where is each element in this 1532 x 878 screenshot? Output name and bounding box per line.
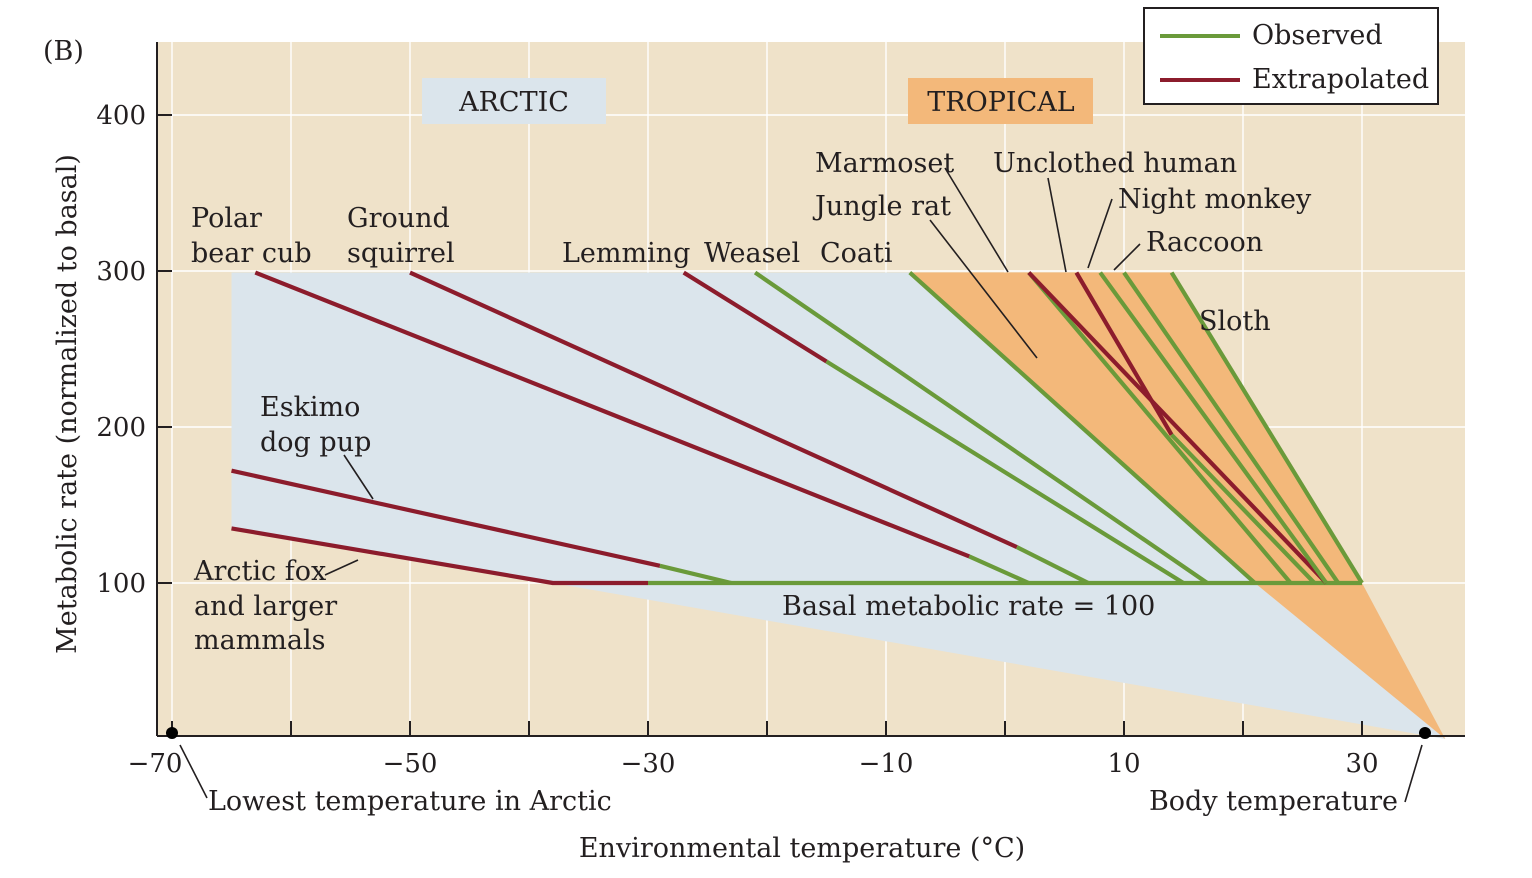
- series-label-arctic-fox-line3: mammals: [194, 625, 326, 656]
- series-polar-bear-cub-observed-1: [968, 554, 1030, 585]
- y-tick-label-300: 300: [96, 257, 146, 287]
- series-weasel-observed-0: [753, 270, 1209, 585]
- series-label-eskimo-dog-pup-line1: Eskimo: [260, 392, 360, 423]
- y-tick-label-400: 400: [96, 101, 146, 131]
- series-ground-squirrel-extrapolated-0: [409, 270, 1018, 550]
- legend-box: [1143, 7, 1439, 105]
- x-tick-label--30: −30: [621, 749, 676, 779]
- leader-raccoon: [1113, 243, 1141, 271]
- series-lemming-extrapolated-0: [682, 270, 828, 364]
- leader-eskimo-dog-pup: [343, 454, 374, 500]
- body-temperature-point: [1419, 727, 1431, 739]
- series-label-arctic-fox-line2: and larger: [194, 591, 337, 622]
- series-ground-squirrel-observed-1: [1015, 545, 1090, 585]
- lowest-temperature-label: Lowest temperature in Arctic: [208, 786, 612, 817]
- series-label-coati: Coati: [820, 238, 893, 269]
- lowest-temperature-point: [166, 727, 178, 739]
- leader-lines: [324, 167, 1141, 576]
- legend-label-observed: Observed: [1252, 20, 1383, 51]
- x-tick-label-30: 30: [1345, 749, 1378, 779]
- arctic-label: ARCTIC: [458, 87, 569, 118]
- tropical-region-cone: [1254, 583, 1446, 739]
- series-label-unclothed-human: Unclothed human: [993, 148, 1237, 179]
- series-unclothed-human-extrapolated-0: [1074, 271, 1174, 436]
- tropical-label-box: [908, 78, 1093, 124]
- leader-unclothed-human: [1047, 177, 1067, 273]
- leader-arctic-fox: [324, 559, 359, 576]
- series-unclothed-human-observed-1: [1170, 433, 1316, 585]
- x-ticks: −70 −50 −30 −10 10 30: [128, 721, 1379, 779]
- series-label-jungle-rat: Jungle rat: [812, 191, 951, 222]
- series-polar-bear-cub-extrapolated-0: [254, 270, 971, 559]
- series-label-ground-squirrel: Ground squirrel: [347, 203, 458, 269]
- basal-rate-label: Basal metabolic rate = 100: [782, 591, 1155, 622]
- series-marmoset-extrapolated-0: [1027, 271, 1328, 585]
- series-label-weasel: Weasel: [704, 238, 800, 269]
- x-tick-label--70: −70: [128, 749, 183, 779]
- series-lemming-observed-1: [825, 359, 1185, 585]
- series-lines: [231, 270, 1364, 586]
- leader-night-monkey: [1087, 198, 1113, 269]
- panel-label: (B): [43, 36, 84, 67]
- y-axis-label: Metabolic rate (normalized to basal): [52, 154, 83, 654]
- series-label-marmoset: Marmoset: [815, 148, 954, 179]
- series-label-raccoon: Raccoon: [1146, 227, 1263, 258]
- series-night-monkey-observed-0: [1098, 271, 1328, 585]
- legend: Observed Extrapolated: [1143, 7, 1439, 105]
- series-label-sloth: Sloth: [1199, 306, 1271, 337]
- tropical-region: [909, 272, 1362, 583]
- series-arctic-fox-and-larger-mammals-extrapolated-0: [231, 526, 648, 586]
- y-tick-label-100: 100: [96, 569, 146, 599]
- series-label-polar-bear-cub-line1: Polar: [191, 203, 262, 234]
- series-sloth-observed-0: [1169, 271, 1364, 585]
- x-axis-label: Environmental temperature (°C): [579, 833, 1025, 864]
- series-label-night-monkey: Night monkey: [1118, 184, 1312, 215]
- series-coati-observed-0: [908, 270, 1257, 585]
- series-jungle-rat-observed-0: [1027, 271, 1293, 585]
- leader-lowest-temperature: [179, 744, 208, 799]
- series-label-polar-bear-cub: Polar bear cub: [191, 203, 312, 269]
- series-eskimo-dog-pup-extrapolated-0: [231, 468, 661, 568]
- legend-label-extrapolated: Extrapolated: [1252, 64, 1429, 95]
- body-temperature-label: Body temperature: [1149, 786, 1398, 817]
- series-label-arctic-fox-line1: Arctic fox: [193, 556, 326, 587]
- series-label-ground-squirrel-line2: squirrel: [347, 238, 455, 269]
- series-label-eskimo-dog-pup: Eskimo dog pup: [260, 392, 371, 458]
- x-tick-label--10: −10: [859, 749, 914, 779]
- tropical-label: TROPICAL: [927, 87, 1074, 118]
- x-tick-label-10: 10: [1107, 749, 1140, 779]
- leader-marmoset: [944, 167, 1009, 273]
- series-label-arctic-fox: Arctic fox and larger mammals: [193, 556, 346, 656]
- series-label-lemming: Lemming: [562, 238, 690, 269]
- leader-body-temperature: [1404, 744, 1423, 803]
- y-tick-label-200: 200: [96, 413, 146, 443]
- series-label-ground-squirrel-line1: Ground: [347, 203, 450, 234]
- series-eskimo-dog-pup-observed-1: [659, 563, 732, 586]
- series-label-eskimo-dog-pup-line2: dog pup: [260, 427, 371, 458]
- leader-jungle-rat: [929, 219, 1038, 359]
- series-raccoon-observed-0: [1122, 271, 1340, 585]
- arctic-label-box: [422, 78, 606, 124]
- series-label-polar-bear-cub-line2: bear cub: [191, 238, 312, 269]
- axes: [156, 42, 1465, 737]
- y-ticks: 100 200 300 400: [96, 101, 172, 599]
- x-tick-label--50: −50: [383, 749, 438, 779]
